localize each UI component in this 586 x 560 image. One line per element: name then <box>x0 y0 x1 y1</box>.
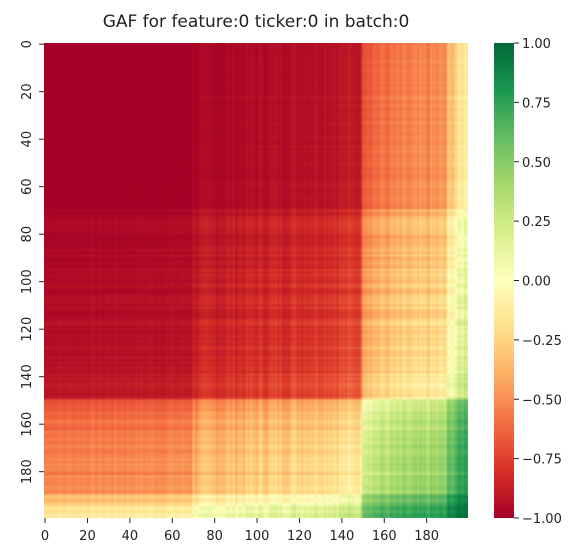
colorbar-tick-label: −0.25 <box>522 334 562 349</box>
chart-title: GAF for feature:0 ticker:0 in batch:0 <box>103 12 410 32</box>
heatmap-area <box>44 43 468 518</box>
colorbar-tick-label: 1.00 <box>522 37 551 52</box>
y-tick-label: 40 <box>20 131 35 148</box>
x-tick-label: 160 <box>372 529 397 544</box>
x-tick-label: 0 <box>41 529 49 544</box>
x-tick-label: 80 <box>206 529 223 544</box>
y-axis: 0 20 40 60 80 100 120 140 160 180 <box>20 40 44 484</box>
colorbar-tick-label: 0.75 <box>522 96 551 111</box>
y-tick-label: 80 <box>20 226 35 243</box>
y-tick-label: 180 <box>20 459 35 484</box>
x-tick-label: 40 <box>122 529 139 544</box>
y-tick-label: 160 <box>20 412 35 437</box>
y-tick-label: 100 <box>20 269 35 294</box>
colorbar-tick-label: −1.00 <box>522 512 562 527</box>
x-tick-label: 20 <box>79 529 96 544</box>
y-tick-label: 60 <box>20 178 35 195</box>
colorbar <box>494 43 514 518</box>
x-tick-label: 120 <box>287 529 312 544</box>
x-tick-label: 180 <box>414 529 439 544</box>
colorbar-tick-label: 0.25 <box>522 215 551 230</box>
x-tick-label: 140 <box>329 529 354 544</box>
heatmap-cells <box>44 43 468 518</box>
y-tick-label: 140 <box>20 364 35 389</box>
colorbar-tick-label: 0.50 <box>522 156 551 171</box>
colorbar-tick-label: −0.50 <box>522 393 562 408</box>
y-tick-label: 120 <box>20 317 35 342</box>
y-tick-label: 0 <box>20 40 35 48</box>
y-tick-label: 20 <box>20 83 35 100</box>
x-axis: 0 20 40 60 80 100 120 140 160 180 <box>41 518 439 544</box>
x-tick-label: 60 <box>164 529 181 544</box>
colorbar-tick-label: −0.75 <box>522 453 562 468</box>
colorbar-tick-label: 0.00 <box>522 275 551 290</box>
x-tick-label: 100 <box>245 529 270 544</box>
colorbar-axis: 1.00 0.75 0.50 0.25 0.00 −0.25 −0.50 −0.75 −1.00 <box>514 37 562 527</box>
